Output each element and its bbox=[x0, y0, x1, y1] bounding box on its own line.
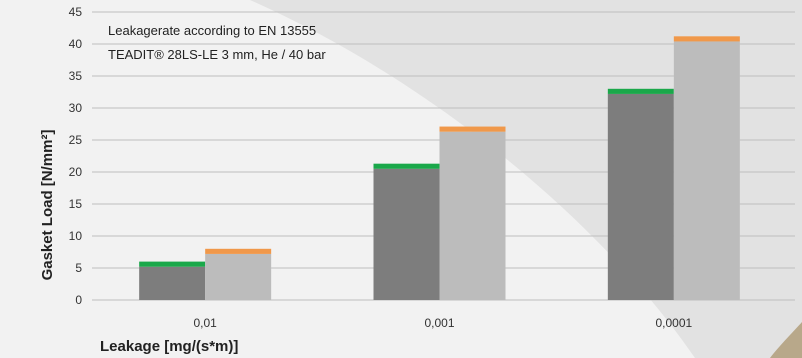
x-axis-ticks: 0,01 0,001 0,0001 bbox=[193, 316, 692, 330]
bar-cap-series1-1 bbox=[373, 163, 440, 169]
bar-series2-2 bbox=[673, 41, 740, 300]
x-axis-title: Leakage [mg/(s*m)] bbox=[100, 338, 238, 355]
y-tick-label: 15 bbox=[69, 197, 83, 211]
x-tick-label: 0,01 bbox=[193, 316, 217, 330]
bar-series2-1 bbox=[439, 131, 506, 300]
y-tick-label: 5 bbox=[75, 261, 82, 275]
bars bbox=[139, 36, 740, 300]
y-axis-ticks: 0 5 10 15 20 25 30 35 40 45 bbox=[69, 5, 83, 307]
y-tick-label: 45 bbox=[69, 5, 83, 19]
bar-cap-series2-1 bbox=[439, 126, 506, 132]
y-tick-label: 35 bbox=[69, 69, 83, 83]
bar-cap-series1-0 bbox=[139, 261, 206, 267]
y-axis-title: Gasket Load [N/mm²] bbox=[39, 130, 56, 281]
y-tick-label: 30 bbox=[69, 101, 83, 115]
annotation-line-1: Leakagerate according to EN 13555 bbox=[108, 23, 316, 38]
bar-cap-series2-2 bbox=[673, 36, 740, 42]
bar-cap-series2-0 bbox=[205, 248, 272, 254]
y-tick-label: 25 bbox=[69, 133, 83, 147]
y-tick-label: 20 bbox=[69, 165, 83, 179]
bar-series2-0 bbox=[205, 253, 272, 300]
x-tick-label: 0,0001 bbox=[655, 316, 692, 330]
annotation-line-2: TEADIT® 28LS-LE 3 mm, He / 40 bar bbox=[108, 47, 326, 62]
bar-series1-2 bbox=[607, 93, 674, 300]
bar-cap-series1-2 bbox=[607, 88, 674, 94]
y-tick-label: 40 bbox=[69, 37, 83, 51]
y-tick-label: 0 bbox=[75, 293, 82, 307]
y-tick-label: 10 bbox=[69, 229, 83, 243]
bar-series1-1 bbox=[373, 168, 440, 300]
bar-series1-0 bbox=[139, 266, 206, 300]
x-tick-label: 0,001 bbox=[424, 316, 454, 330]
